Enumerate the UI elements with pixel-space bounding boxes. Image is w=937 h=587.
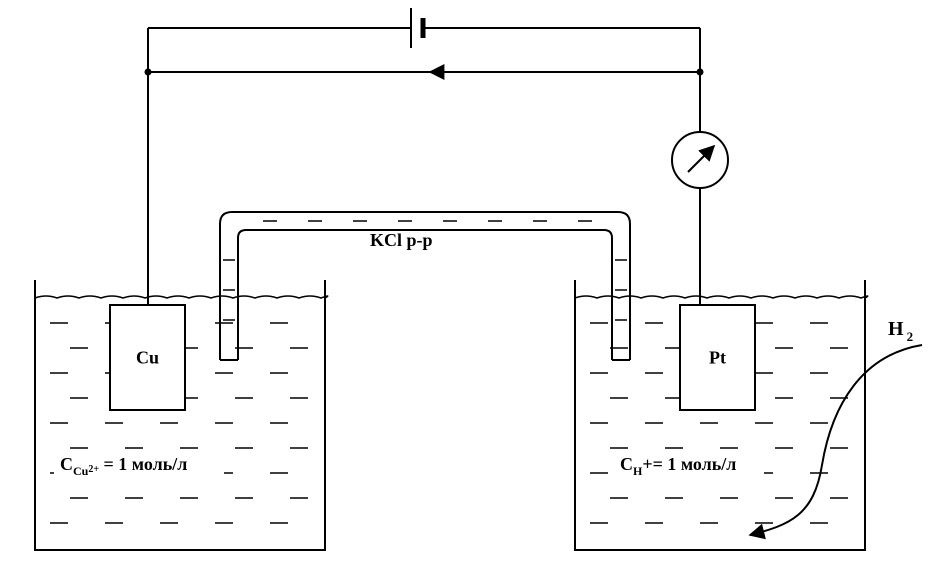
- beaker-right-surface: [575, 296, 868, 298]
- electrochemical-cell-diagram: CuPtKCl p-pCCu2+ = 1 моль/лCH+= 1 моль/л…: [0, 0, 937, 587]
- salt-bridge-label: KCl p-p: [370, 230, 433, 250]
- electrode-left-label: Cu: [136, 348, 159, 368]
- gas-label: H2: [888, 318, 913, 344]
- electrode-right-label: Pt: [709, 348, 726, 368]
- beaker-left-surface: [35, 296, 328, 298]
- gas-tube-icon: [750, 345, 922, 535]
